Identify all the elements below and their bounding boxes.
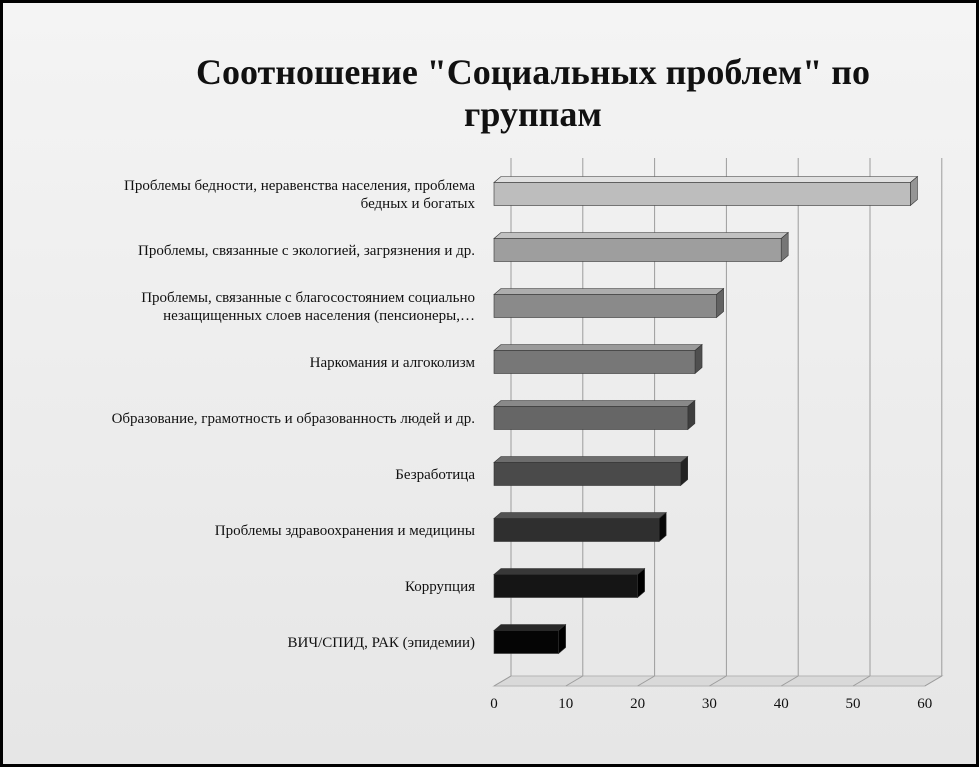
category-label: Проблемы бедности, неравенства населения… xyxy=(124,178,475,194)
bar-top-face xyxy=(493,512,667,519)
bar-3 xyxy=(493,287,725,319)
category-label: Проблемы, связанные с благосостоянием со… xyxy=(141,290,475,306)
bar-front-face xyxy=(493,406,689,430)
bar-front-face xyxy=(493,294,717,318)
category-label: Наркомания и алгоколизм xyxy=(310,355,476,371)
category-label: Проблемы, связанные с экологией, загрязн… xyxy=(138,243,475,259)
x-tick-label: 10 xyxy=(558,696,573,712)
bar-chart-plot: 0 10 20 30 40 50 60 Проблемы бедности, неравенс… xyxy=(112,158,944,712)
bar-front-face xyxy=(493,238,782,262)
gridline-floor-30 xyxy=(709,675,727,687)
chart-title: Соотношение "Социальных проблем" по груп… xyxy=(143,51,923,135)
bar-top-face xyxy=(493,400,696,407)
bar-top-face xyxy=(493,344,703,351)
gridline-floor-10 xyxy=(565,675,584,687)
bar-4 xyxy=(493,343,703,375)
x-tick-label: 0 xyxy=(490,696,498,712)
bar-front-face xyxy=(493,350,696,374)
bar-top-face xyxy=(493,456,689,463)
category-label: незащищенных слоев населения (пенсионеры… xyxy=(163,308,475,324)
bar-top-face xyxy=(493,288,725,295)
x-tick-label: 50 xyxy=(846,696,861,712)
gridline-floor-50 xyxy=(852,675,871,687)
bar-5 xyxy=(493,399,696,431)
bar-6 xyxy=(493,455,689,487)
bar-top-face xyxy=(493,624,567,631)
category-label: Проблемы здравоохранения и медицины xyxy=(215,523,475,539)
gridline-floor-20 xyxy=(637,675,655,687)
category-label: ВИЧ/СПИД, РАК (эпидемии) xyxy=(288,635,476,651)
category-label: Коррупция xyxy=(405,579,475,595)
gridline-floor-60 xyxy=(924,675,943,687)
gridline-floor-40 xyxy=(780,675,799,687)
chart-title-line-1: Соотношение "Социальных проблем" по xyxy=(196,52,870,92)
category-label: бедных и богатых xyxy=(361,196,476,212)
category-label: Образование, грамотность и образованност… xyxy=(112,411,475,427)
x-tick-label: 30 xyxy=(702,696,717,712)
chart-title-line-2: группам xyxy=(464,94,602,134)
bar-7 xyxy=(493,511,667,543)
bar-front-face xyxy=(493,182,911,206)
bar-8 xyxy=(493,567,646,599)
x-tick-label: 60 xyxy=(917,696,932,712)
bar-9 xyxy=(493,623,567,655)
bar-front-face xyxy=(493,518,660,542)
x-tick-label: 40 xyxy=(774,696,789,712)
bar-top-face xyxy=(493,176,919,183)
bar-front-face xyxy=(493,574,638,598)
bar-top-face xyxy=(493,568,646,575)
gridline-floor-0 xyxy=(493,675,512,687)
bar-front-face xyxy=(493,630,559,654)
x-tick-label: 20 xyxy=(630,696,645,712)
bar-1 xyxy=(493,175,919,207)
bar-2 xyxy=(493,231,790,263)
category-label: Безработица xyxy=(395,467,475,483)
bar-top-face xyxy=(493,232,790,239)
bar-front-face xyxy=(493,462,681,486)
